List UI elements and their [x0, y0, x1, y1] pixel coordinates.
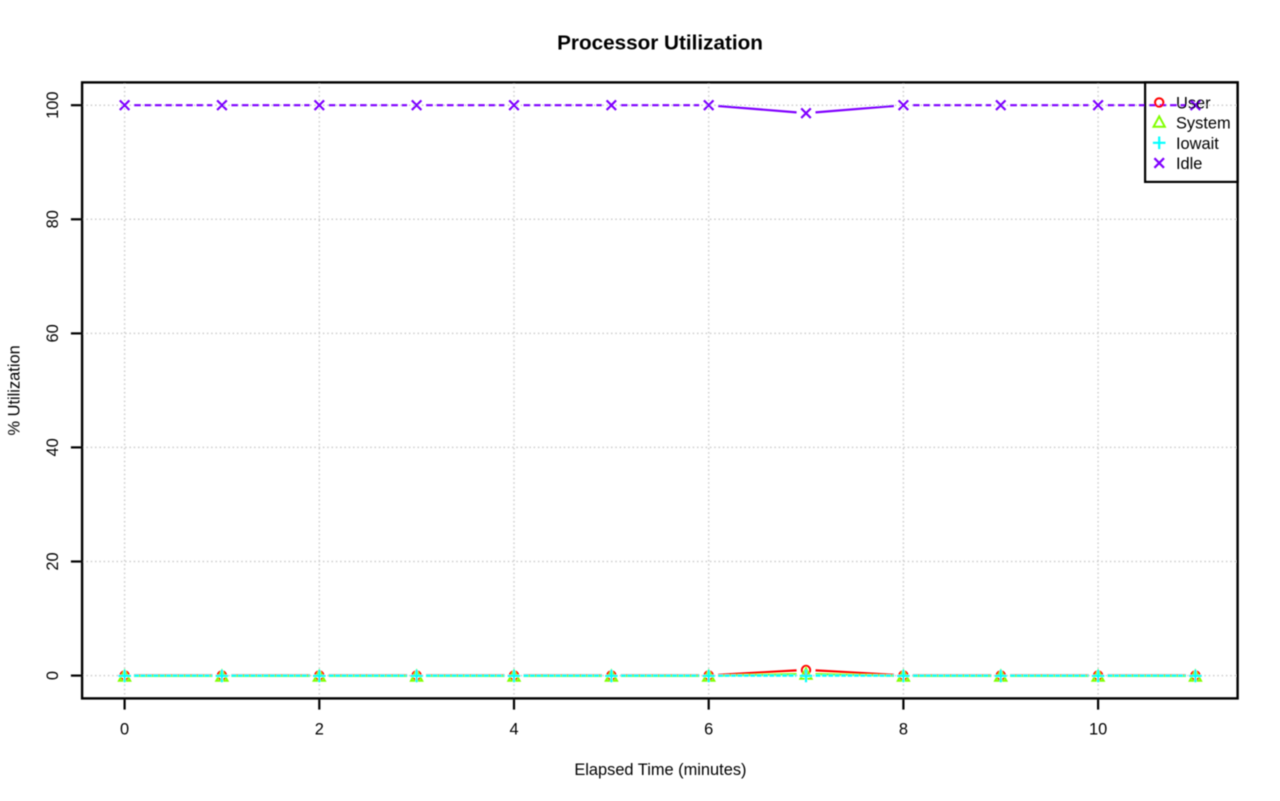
svg-text:User: User: [1176, 95, 1211, 113]
svg-text:0: 0: [44, 671, 62, 680]
svg-text:2: 2: [315, 721, 324, 739]
svg-text:% Utilization: % Utilization: [6, 345, 24, 435]
svg-text:4: 4: [509, 721, 518, 739]
svg-text:10: 10: [1089, 721, 1107, 739]
svg-text:80: 80: [44, 210, 62, 228]
svg-text:100: 100: [44, 92, 62, 119]
svg-text:8: 8: [899, 721, 908, 739]
svg-text:40: 40: [44, 438, 62, 456]
svg-text:Idle: Idle: [1176, 155, 1202, 173]
svg-text:Processor Utilization: Processor Utilization: [557, 32, 763, 55]
svg-text:20: 20: [44, 552, 62, 570]
svg-text:60: 60: [44, 324, 62, 342]
svg-text:0: 0: [120, 721, 129, 739]
svg-text:6: 6: [704, 721, 713, 739]
svg-text:Iowait: Iowait: [1176, 135, 1219, 153]
svg-text:Elapsed Time (minutes): Elapsed Time (minutes): [574, 761, 746, 779]
svg-text:System: System: [1176, 115, 1231, 133]
